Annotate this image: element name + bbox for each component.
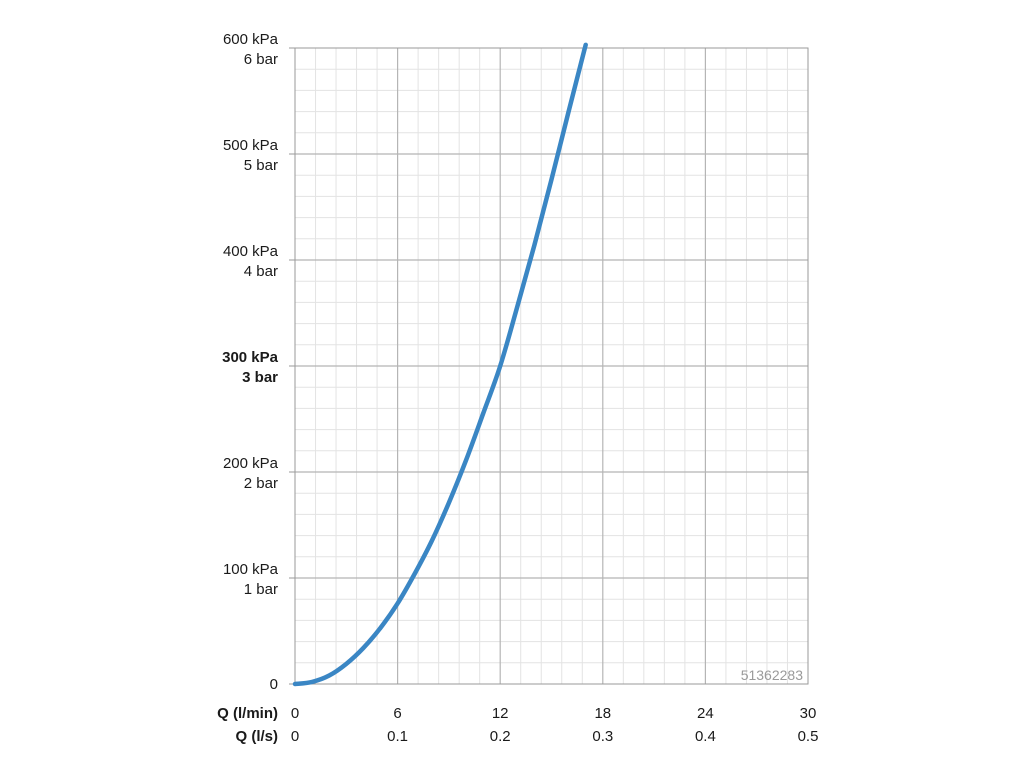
y-tick-label-bar: 5 bar	[244, 157, 278, 174]
x-tick-label-ls: 0.2	[490, 728, 511, 745]
x-axis-ticks: 0 6 12 18 24 30 0 0.1 0.2 0.3 0.4 0.5	[291, 705, 819, 745]
x-tick-label-ls: 0.5	[798, 728, 819, 745]
x-tick-label-lmin: 0	[291, 705, 299, 722]
y-tick-label-kpa: 500 kPa	[223, 137, 279, 154]
y-tick-label-kpa: 400 kPa	[223, 243, 279, 260]
y-tick-label-bar: 2 bar	[244, 475, 278, 492]
series-layer	[292, 42, 588, 687]
y-tick-label-bar: 1 bar	[244, 581, 278, 598]
x-tick-label-ls: 0.3	[592, 728, 613, 745]
y-tick-label-kpa: 0	[270, 676, 278, 693]
y-tick-label-bar: 4 bar	[244, 263, 278, 280]
major-grid	[295, 48, 808, 684]
x-tick-label-lmin: 6	[393, 705, 401, 722]
x-tick-label-ls: 0.4	[695, 728, 716, 745]
y-tick-label-bar: 3 bar	[242, 369, 278, 386]
x-tick-label-ls: 0	[291, 728, 299, 745]
y-tick-label-kpa: 100 kPa	[223, 561, 279, 578]
y-tick-label-kpa: 300 kPa	[222, 349, 279, 366]
x-tick-label-lmin: 12	[492, 705, 509, 722]
y-axis-ticks: 0 100 kPa 1 bar 200 kPa 2 bar 300 kPa 3 bar 400…	[222, 31, 295, 693]
image-id-watermark: 51362283	[741, 667, 804, 683]
x-tick-label-lmin: 24	[697, 705, 714, 722]
x-tick-label-ls: 0.1	[387, 728, 408, 745]
y-tick-label-kpa: 600 kPa	[223, 31, 279, 48]
y-tick-label-kpa: 200 kPa	[223, 455, 279, 472]
x-tick-label-lmin: 30	[800, 705, 817, 722]
x-tick-label-lmin: 18	[594, 705, 611, 722]
x-axis-title-ls: Q (l/s)	[235, 728, 278, 745]
y-tick-label-bar: 6 bar	[244, 51, 278, 68]
x-axis-title-lmin: Q (l/min)	[217, 705, 278, 722]
pressure-curve-line	[292, 42, 588, 687]
